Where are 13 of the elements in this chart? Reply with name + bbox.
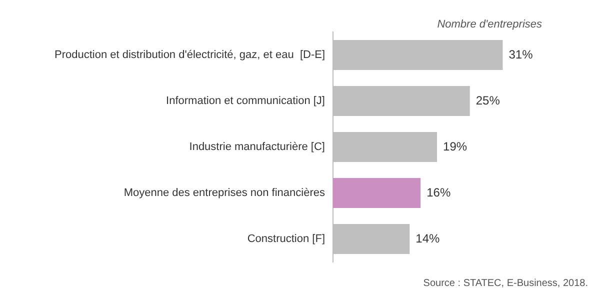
data-label: 16% [426,185,451,200]
bar [333,178,421,208]
data-label: 14% [416,231,440,246]
y-tick-label: Information et communication [J] [166,95,325,108]
source-note: Source : STATEC, E-Business, 2018. [423,278,588,289]
y-tick-label: Production et distribution d'électricité, gaz, et eau [D-E] [54,49,325,62]
y-tick-label: Moyenne des entreprises non financières [124,187,326,200]
data-label: 25% [476,93,500,108]
data-label: 19% [443,139,468,154]
data-label: 31% [508,47,534,62]
x-axis-title: Nombre d'entreprises [437,18,542,31]
y-tick-label: Construction [F] [247,233,325,246]
y-tick-label: Industrie manufacturière [C] [189,141,325,154]
